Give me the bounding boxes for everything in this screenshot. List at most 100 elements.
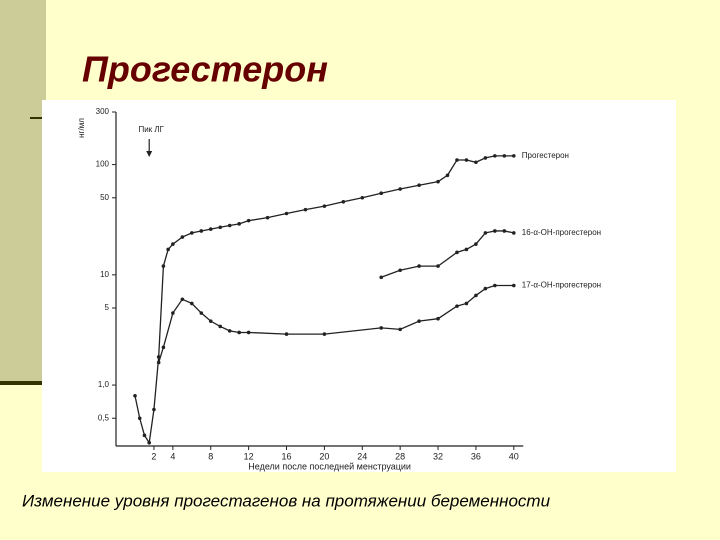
data-point xyxy=(474,242,478,246)
data-point xyxy=(137,416,142,421)
x-tick-label: 12 xyxy=(244,451,254,461)
y-tick-label: 300 xyxy=(96,107,110,116)
annotation-arrowhead xyxy=(146,151,153,157)
data-point xyxy=(190,301,194,306)
data-point xyxy=(436,264,440,268)
series-label: 17-α-ОН-прогестерон xyxy=(522,281,601,290)
x-tick-label: 32 xyxy=(433,451,443,461)
data-point xyxy=(161,345,166,350)
data-point xyxy=(147,440,152,445)
data-point xyxy=(322,332,327,336)
data-point xyxy=(161,264,166,268)
x-tick-label: 16 xyxy=(282,451,292,461)
side-strip xyxy=(0,0,46,384)
data-point xyxy=(199,311,204,315)
data-point xyxy=(398,187,402,191)
data-point xyxy=(455,304,459,308)
data-point xyxy=(379,326,384,330)
y-tick-label: 100 xyxy=(96,160,110,169)
data-point xyxy=(171,311,175,315)
data-point xyxy=(152,407,156,412)
data-point xyxy=(455,250,459,255)
data-point xyxy=(417,183,421,188)
data-point xyxy=(265,215,270,220)
series-label: 16-α-ОН-прогестерон xyxy=(522,228,601,237)
data-point xyxy=(227,329,232,333)
data-point xyxy=(474,293,478,298)
y-axis-label: нг/мл xyxy=(77,118,86,138)
data-point xyxy=(246,330,251,335)
chart-panel xyxy=(42,100,676,472)
data-point xyxy=(445,173,450,178)
data-point xyxy=(493,283,497,288)
data-point xyxy=(133,393,137,398)
x-tick-label: 8 xyxy=(208,451,213,461)
data-point xyxy=(284,332,289,336)
data-point xyxy=(464,301,469,306)
data-point xyxy=(284,211,289,216)
data-point xyxy=(398,268,402,273)
data-point xyxy=(483,156,488,160)
data-point xyxy=(379,275,384,280)
data-point xyxy=(227,223,232,228)
data-point xyxy=(180,297,185,302)
x-tick-label: 24 xyxy=(357,451,367,461)
x-tick-label: 2 xyxy=(151,451,156,461)
data-point xyxy=(483,286,488,291)
x-tick-label: 20 xyxy=(319,451,329,461)
data-point xyxy=(341,199,346,204)
x-tick-label: 40 xyxy=(509,451,519,461)
x-axis-label: Недели после последней менструации xyxy=(248,461,411,471)
data-point xyxy=(464,247,469,252)
data-point xyxy=(436,179,440,184)
x-tick-label: 28 xyxy=(395,451,405,461)
data-point xyxy=(237,330,241,335)
y-tick-label: 5 xyxy=(105,303,110,312)
data-point xyxy=(166,247,170,252)
data-point xyxy=(512,154,516,158)
data-point xyxy=(142,433,147,438)
data-point xyxy=(218,225,223,230)
data-point xyxy=(237,222,241,226)
data-point xyxy=(483,231,488,235)
data-point xyxy=(502,229,507,233)
y-tick-label: 0,5 xyxy=(98,413,110,422)
data-point xyxy=(180,235,185,239)
y-tick-label: 50 xyxy=(100,193,109,202)
data-point xyxy=(360,195,365,200)
data-point xyxy=(455,158,459,162)
slide-title: Прогестерон xyxy=(82,49,328,90)
x-tick-label: 4 xyxy=(170,451,175,461)
x-tick-label: 36 xyxy=(471,451,481,461)
data-point xyxy=(436,316,440,321)
title-rule xyxy=(30,117,44,119)
data-point xyxy=(417,319,421,323)
data-point xyxy=(502,154,507,158)
data-point xyxy=(303,207,308,212)
data-point xyxy=(208,319,213,323)
data-point xyxy=(464,158,469,162)
y-tick-label: 1,0 xyxy=(98,380,110,389)
data-point xyxy=(512,283,516,288)
y-tick-label: 10 xyxy=(100,270,109,279)
strip-rule xyxy=(0,381,44,385)
caption: Изменение уровня прогестагенов на протяж… xyxy=(22,491,551,510)
data-point xyxy=(322,204,327,208)
data-point xyxy=(379,191,384,196)
data-point xyxy=(417,264,421,268)
data-point xyxy=(171,242,175,246)
data-point xyxy=(218,324,223,329)
data-point xyxy=(493,229,497,233)
data-point xyxy=(156,360,161,365)
annotation: Пик ЛГ xyxy=(138,125,164,134)
data-point xyxy=(398,327,402,332)
data-point xyxy=(246,218,251,223)
series-label: Прогестерон xyxy=(522,151,569,160)
data-point xyxy=(493,154,497,158)
data-point xyxy=(474,160,478,165)
data-point xyxy=(512,231,516,235)
data-point xyxy=(208,227,213,231)
